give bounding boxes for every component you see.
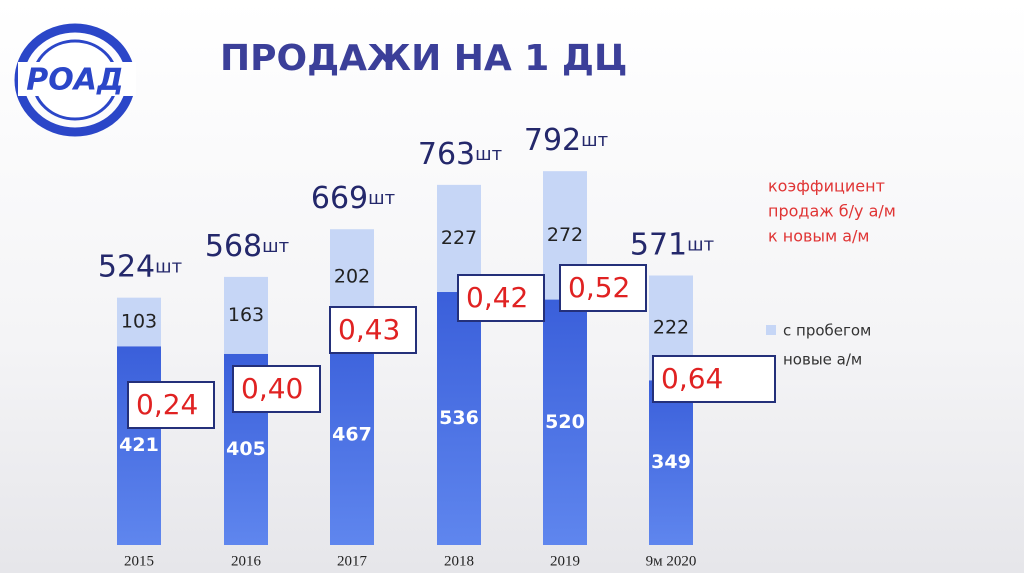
total-label: 792шт — [524, 123, 608, 158]
chart-title: ПРОДАЖИ НА 1 ДЦ — [220, 38, 627, 79]
total-value: 763 — [418, 136, 475, 171]
logo: РОАД — [14, 23, 136, 137]
ratio-box — [232, 365, 321, 413]
value-label: 227 — [441, 227, 477, 249]
ratio-box — [127, 381, 215, 429]
ratio-label: 0,64 — [661, 362, 723, 395]
bar-segment — [543, 299, 587, 545]
ratio-box — [329, 306, 417, 354]
ratio-label: 0,40 — [241, 372, 303, 405]
bar-segment — [117, 346, 161, 545]
total-value: 524 — [98, 249, 155, 284]
value-label: 405 — [226, 438, 266, 460]
ratio-label: 0,43 — [338, 313, 400, 346]
total-unit: шт — [475, 144, 502, 165]
x-tick-label: 2018 — [444, 553, 474, 569]
value-label: 222 — [653, 316, 689, 338]
total-unit: шт — [155, 257, 182, 278]
ratio-box — [457, 274, 545, 322]
value-label: 467 — [332, 423, 372, 445]
bar-segment — [649, 380, 693, 545]
total-unit: шт — [368, 188, 395, 209]
annotation: продаж б/у а/м — [768, 202, 896, 221]
x-tick-label: 2015 — [124, 553, 154, 569]
total-value: 571 — [630, 227, 687, 262]
total-unit: шт — [262, 236, 289, 257]
legend-label: новые а/м — [783, 351, 862, 369]
value-label: 163 — [228, 304, 264, 326]
annotation: коэффициент — [768, 177, 885, 196]
ratio-label: 0,24 — [136, 388, 198, 421]
value-label: 272 — [547, 224, 583, 246]
ratio-label: 0,52 — [568, 271, 630, 304]
total-unit: шт — [581, 130, 608, 151]
total-value: 792 — [524, 123, 581, 158]
total-label: 524шт — [98, 249, 182, 284]
bar-segment — [437, 292, 481, 545]
value-label: 520 — [545, 411, 585, 433]
value-label: 202 — [334, 265, 370, 287]
bar-segment — [330, 324, 374, 545]
bar-segment — [117, 297, 161, 347]
ratio-box — [652, 355, 776, 403]
legend-label: с пробегом — [783, 322, 871, 340]
x-tick-label: 2019 — [550, 553, 580, 569]
bar-segment — [224, 276, 268, 354]
total-value: 669 — [311, 181, 368, 216]
total-label: 669шт — [311, 181, 395, 216]
annotation: к новым а/м — [768, 227, 869, 246]
total-unit: шт — [687, 234, 714, 255]
ratio-box — [559, 264, 647, 312]
value-label: 536 — [439, 407, 479, 429]
x-tick-label: 2017 — [337, 553, 368, 569]
value-label: 103 — [121, 310, 157, 332]
ratio-label: 0,42 — [466, 281, 528, 314]
value-label: 349 — [651, 451, 691, 473]
total-label: 571шт — [630, 227, 714, 262]
x-tick-label: 2016 — [231, 553, 262, 569]
x-tick-label: 9м 2020 — [646, 553, 697, 569]
legend-swatch — [766, 325, 776, 335]
total-label: 763шт — [418, 136, 502, 171]
value-label: 421 — [119, 434, 159, 456]
total-label: 568шт — [205, 228, 289, 263]
logo-text: РОАД — [26, 63, 123, 98]
total-value: 568 — [205, 228, 262, 263]
